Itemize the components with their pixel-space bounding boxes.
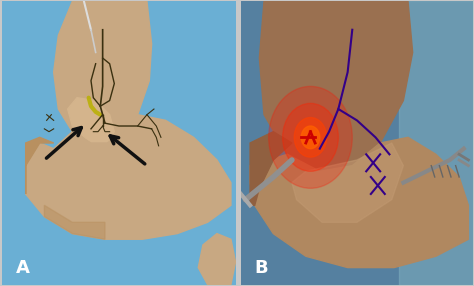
Polygon shape	[250, 137, 468, 268]
Circle shape	[283, 103, 338, 171]
Circle shape	[301, 126, 320, 149]
Bar	[399, 1, 473, 285]
Polygon shape	[26, 115, 231, 239]
Polygon shape	[250, 132, 292, 205]
Polygon shape	[54, 1, 152, 143]
Polygon shape	[292, 143, 403, 222]
Polygon shape	[45, 205, 105, 239]
Circle shape	[294, 118, 327, 157]
Polygon shape	[259, 1, 413, 171]
Text: B: B	[255, 259, 268, 277]
Polygon shape	[26, 137, 54, 194]
Polygon shape	[198, 234, 236, 285]
Circle shape	[269, 86, 352, 188]
Text: A: A	[17, 259, 30, 277]
Polygon shape	[68, 98, 114, 143]
